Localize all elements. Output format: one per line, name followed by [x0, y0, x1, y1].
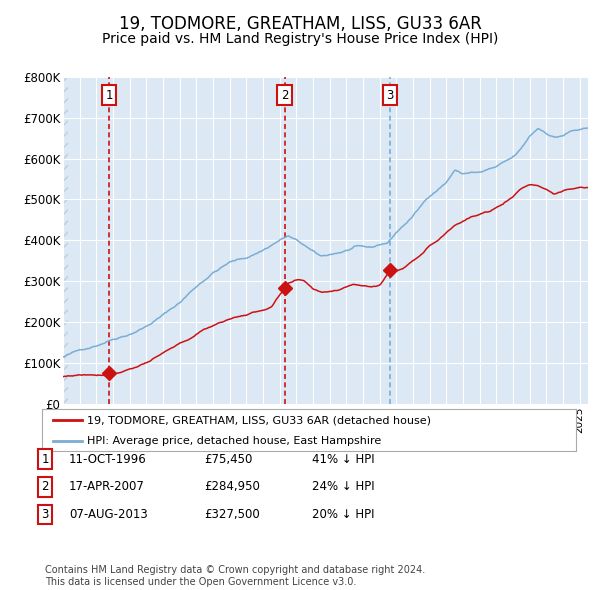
Text: £75,450: £75,450	[204, 453, 253, 466]
Text: 19, TODMORE, GREATHAM, LISS, GU33 6AR (detached house): 19, TODMORE, GREATHAM, LISS, GU33 6AR (d…	[88, 415, 431, 425]
Text: 17-APR-2007: 17-APR-2007	[69, 480, 145, 493]
Text: 20% ↓ HPI: 20% ↓ HPI	[312, 508, 374, 521]
Text: Contains HM Land Registry data © Crown copyright and database right 2024.
This d: Contains HM Land Registry data © Crown c…	[45, 565, 425, 587]
Text: Price paid vs. HM Land Registry's House Price Index (HPI): Price paid vs. HM Land Registry's House …	[102, 32, 498, 47]
Text: 2: 2	[281, 88, 288, 101]
Text: 3: 3	[386, 88, 394, 101]
Text: 19, TODMORE, GREATHAM, LISS, GU33 6AR: 19, TODMORE, GREATHAM, LISS, GU33 6AR	[119, 15, 481, 33]
Text: 07-AUG-2013: 07-AUG-2013	[69, 508, 148, 521]
Text: £327,500: £327,500	[204, 508, 260, 521]
Text: HPI: Average price, detached house, East Hampshire: HPI: Average price, detached house, East…	[88, 436, 382, 445]
Text: 3: 3	[41, 508, 49, 521]
Text: £284,950: £284,950	[204, 480, 260, 493]
Text: 11-OCT-1996: 11-OCT-1996	[69, 453, 147, 466]
Text: 24% ↓ HPI: 24% ↓ HPI	[312, 480, 374, 493]
Text: 1: 1	[106, 88, 113, 101]
Text: 41% ↓ HPI: 41% ↓ HPI	[312, 453, 374, 466]
Text: 1: 1	[41, 453, 49, 466]
Text: 2: 2	[41, 480, 49, 493]
